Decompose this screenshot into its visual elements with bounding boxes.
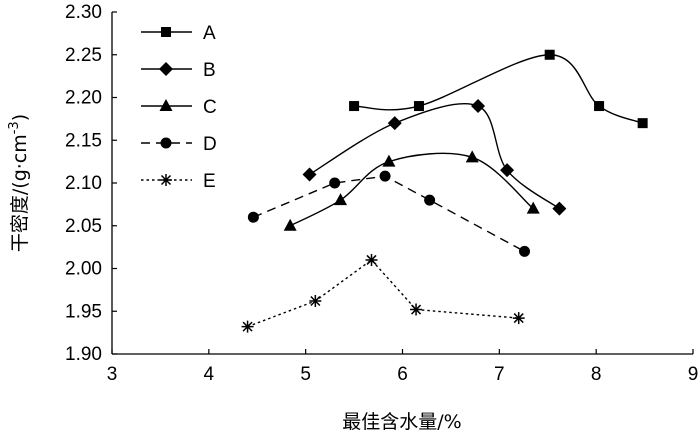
y-axis-title-main: 干密度/(g·cm [9, 134, 31, 252]
legend-label-e: E [203, 171, 216, 192]
series-d-point [329, 177, 341, 189]
x-tick-label: 9 [688, 364, 699, 385]
series-d-point [424, 194, 436, 206]
legend-label-d: D [203, 134, 217, 155]
series-e-point [241, 320, 254, 333]
series-c-point [465, 150, 479, 163]
legend-marker-d [160, 137, 172, 149]
series-e-point [309, 294, 322, 307]
series-a-point [544, 49, 555, 60]
legend-marker-e [160, 174, 172, 186]
legend-item-b: B [141, 60, 216, 81]
legend-marker-a [161, 27, 171, 37]
series-b-point [471, 99, 486, 114]
legend-item-c: C [141, 97, 217, 118]
series-d-point [379, 170, 391, 182]
y-tick-label: 2.20 [65, 88, 102, 109]
series-a-point [413, 101, 424, 112]
y-axis-title: 干密度/(g·cm-3) [7, 114, 31, 252]
legend-item-e: E [141, 171, 216, 192]
legend-marker-c [159, 99, 173, 111]
y-axis-title-close: ) [9, 114, 31, 121]
series-b-point [302, 167, 317, 182]
y-tick-label: 2.25 [65, 45, 102, 66]
series-d-point [247, 211, 259, 223]
y-axis-title-superscript: -3 [7, 121, 22, 134]
series-c-line [289, 152, 534, 227]
ticks: 3 4 5 6 7 8 9 1.90 1.95 2.00 2.05 2.10 2.15 2.20 2.25 2… [65, 2, 698, 385]
series-b-point [387, 116, 402, 131]
legend-label-a: A [203, 23, 216, 44]
series-a-point [349, 101, 360, 112]
y-tick-label: 2.15 [65, 130, 102, 151]
series-d-point [519, 245, 531, 257]
series-e [241, 253, 525, 333]
x-tick-label: 7 [494, 364, 505, 385]
x-axis-title: 最佳含水量/% [342, 411, 461, 433]
x-tick-label: 8 [591, 364, 602, 385]
y-tick-label: 2.30 [65, 2, 102, 23]
series-e-point [410, 303, 423, 316]
series-a-line [354, 54, 643, 124]
series-e-line [247, 259, 519, 328]
series-c [283, 150, 540, 231]
legend-label-c: C [203, 97, 217, 118]
series-e-point [512, 312, 525, 325]
series-a [349, 49, 648, 129]
series-c-point [283, 218, 297, 231]
series-layer [241, 49, 648, 333]
series-e-point [365, 253, 378, 266]
series-c-point [382, 154, 396, 167]
y-tick-label: 2.05 [65, 216, 102, 237]
x-tick-label: 5 [300, 364, 311, 385]
y-tick-label: 2.00 [65, 259, 102, 280]
series-d-line [253, 175, 525, 253]
series-b-point [500, 163, 515, 178]
series-a-point [637, 118, 648, 129]
axes [111, 12, 693, 355]
x-tick-label: 4 [204, 364, 215, 385]
series-b [302, 99, 567, 216]
series-c-point [526, 201, 540, 214]
series-b-line [309, 103, 560, 210]
legend-marker-b [159, 62, 173, 76]
series-b-point [552, 201, 567, 216]
y-tick-label: 1.90 [65, 344, 102, 365]
legend-item-d: D [141, 134, 217, 155]
y-tick-label: 1.95 [65, 301, 102, 322]
x-tick-label: 6 [397, 364, 408, 385]
legend-item-a: A [141, 23, 216, 44]
series-d [247, 170, 531, 257]
series-c-point [334, 193, 348, 206]
y-tick-label: 2.10 [65, 173, 102, 194]
series-a-point [594, 101, 605, 112]
legend-label-b: B [203, 60, 216, 81]
x-tick-label: 3 [107, 364, 118, 385]
